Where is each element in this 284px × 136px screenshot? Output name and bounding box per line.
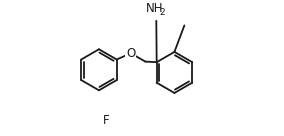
Text: NH: NH [146,2,164,16]
Text: F: F [103,114,110,127]
Text: 2: 2 [160,8,166,18]
Text: O: O [126,47,135,60]
